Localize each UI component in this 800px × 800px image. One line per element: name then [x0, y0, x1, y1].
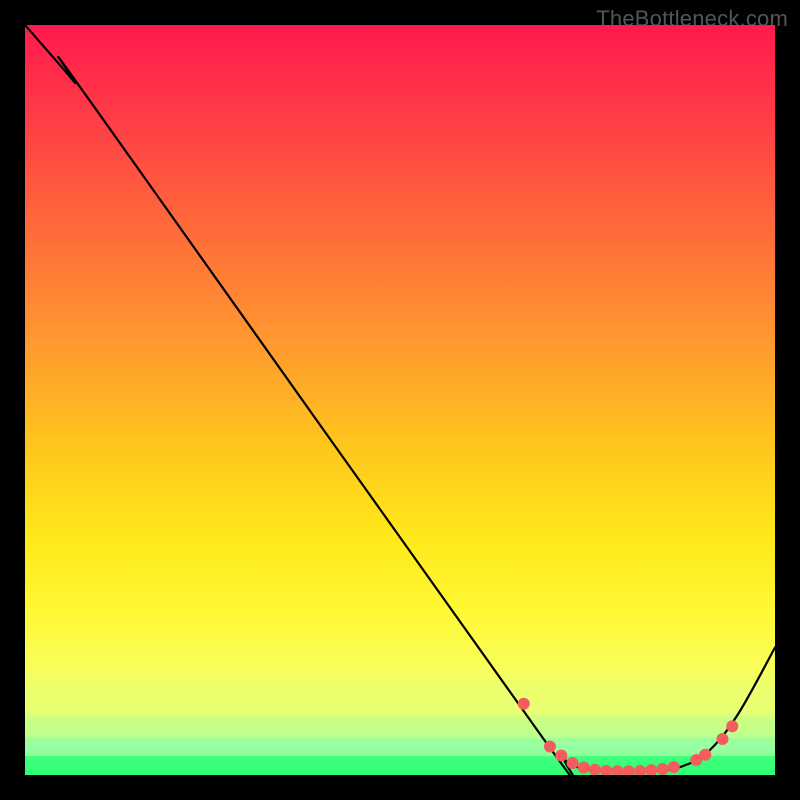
- data-marker: [518, 698, 529, 709]
- data-marker: [545, 741, 556, 752]
- data-marker: [727, 721, 738, 732]
- data-marker: [590, 764, 601, 775]
- data-marker: [612, 766, 623, 775]
- chart-background: [25, 25, 775, 775]
- data-marker: [567, 758, 578, 769]
- data-marker: [668, 762, 679, 773]
- data-marker: [578, 762, 589, 773]
- data-marker: [717, 734, 728, 745]
- data-marker: [623, 766, 634, 775]
- bottleneck-chart: [25, 25, 775, 775]
- plot-area: [25, 25, 775, 775]
- data-marker: [601, 765, 612, 775]
- data-marker: [700, 749, 711, 760]
- bottom-bands: [25, 693, 775, 776]
- data-marker: [635, 765, 646, 775]
- data-marker: [657, 764, 668, 775]
- data-marker: [556, 750, 567, 761]
- stage: TheBottleneck.com: [0, 0, 800, 800]
- data-marker: [646, 765, 657, 775]
